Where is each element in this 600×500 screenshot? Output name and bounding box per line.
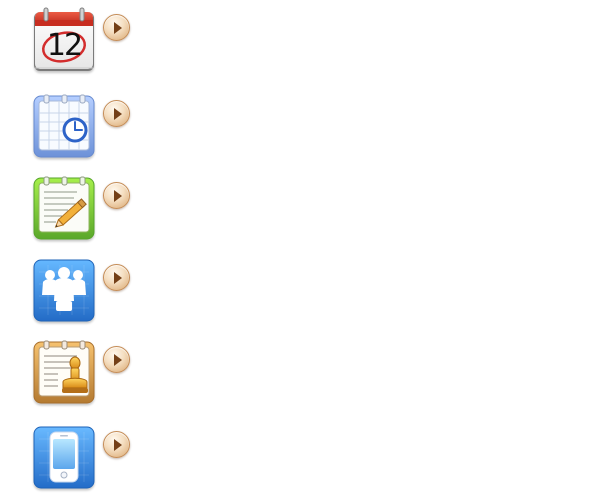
approval-app-row (30, 339, 140, 409)
calendar-arrow-button[interactable] (103, 14, 130, 41)
schedule-clock-icon[interactable] (32, 93, 96, 159)
play-arrow-icon (114, 22, 122, 34)
play-arrow-icon (114, 439, 122, 451)
approval-stamp-icon[interactable] (32, 339, 96, 405)
mobile-arrow-button[interactable] (103, 431, 130, 458)
meeting-label (30, 257, 31, 258)
calendar-icon[interactable]: 12 (32, 7, 96, 73)
schedule-clock-icon-graphic (33, 94, 95, 158)
meeting-people-icon[interactable] (32, 257, 96, 323)
mobile-phone-icon[interactable] (32, 424, 96, 490)
schedule-app-row (30, 93, 140, 163)
meeting-app-row (30, 257, 140, 327)
notes-label (30, 175, 31, 176)
play-arrow-icon (114, 190, 122, 202)
calendar-date-number: 12 (46, 28, 83, 63)
play-arrow-icon (114, 272, 122, 284)
meeting-arrow-button[interactable] (103, 264, 130, 291)
schedule-label (30, 93, 31, 94)
approval-label (30, 339, 31, 340)
approval-stamp-icon-graphic (33, 340, 95, 404)
play-arrow-icon (114, 354, 122, 366)
notes-pencil-icon-graphic (33, 176, 95, 240)
schedule-arrow-button[interactable] (103, 100, 130, 127)
notes-app-row (30, 175, 140, 245)
approval-arrow-button[interactable] (103, 346, 130, 373)
mobile-app-row (30, 424, 140, 494)
meeting-people-icon-graphic (33, 259, 95, 322)
calendar-app-row: 12 (30, 7, 140, 77)
calendar-icon-graphic (34, 7, 94, 71)
notes-arrow-button[interactable] (103, 182, 130, 209)
calendar-label (30, 7, 31, 8)
notes-pencil-icon[interactable] (32, 175, 96, 241)
mobile-phone-icon-graphic (33, 426, 95, 489)
play-arrow-icon (114, 108, 122, 120)
mobile-label (30, 424, 31, 425)
